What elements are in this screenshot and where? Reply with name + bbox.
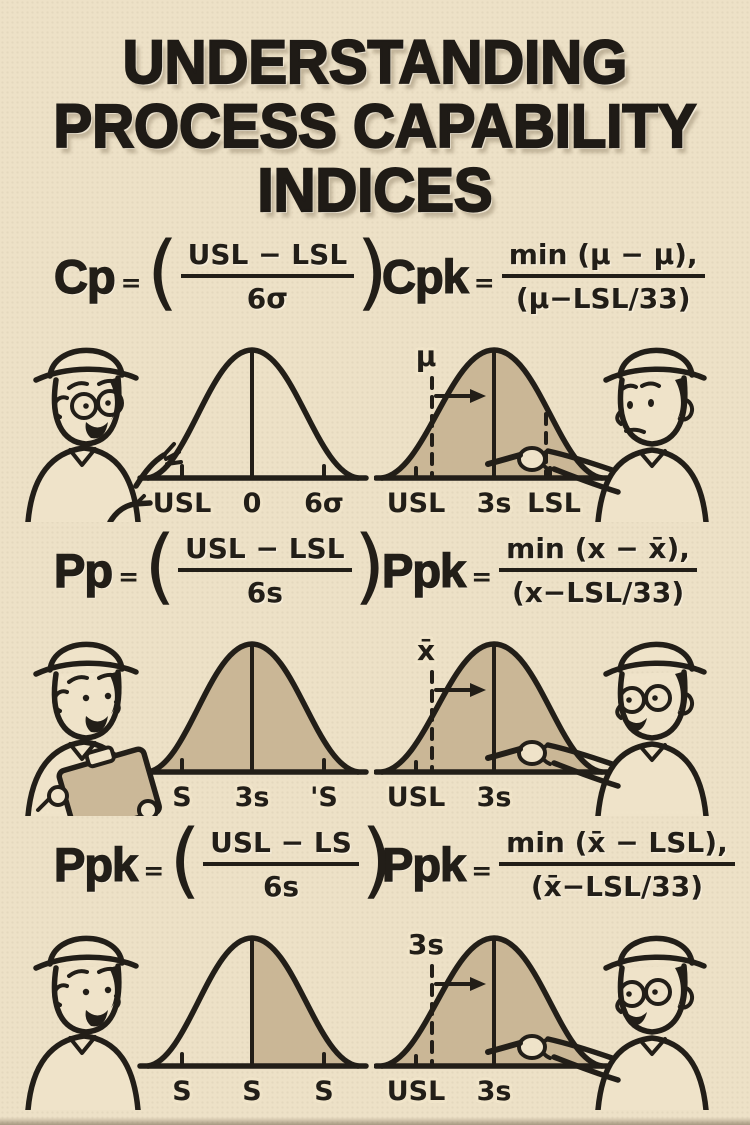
panels-grid: Cp = ( USL − LSL 6σ ) USL 0 6σ — [0, 222, 750, 1112]
equals-sign: = — [471, 561, 493, 591]
panel-ppk-right: Ppk = min (x̄ − LSL), (x̄−LSL/33) — [374, 818, 738, 1112]
axis-label-center: 3s — [477, 782, 512, 813]
bell-curve-filled — [137, 641, 369, 775]
fraction: USL − LSL 6s — [178, 532, 352, 609]
mean-marker-label: μ — [416, 340, 437, 373]
equals-sign: = — [143, 855, 165, 885]
equals-sign: = — [120, 267, 142, 297]
axis-label-right: 'S — [310, 782, 338, 813]
fraction-denominator: (x̄−LSL/33) — [530, 869, 704, 903]
fraction-numerator: min (x − x̄), — [499, 532, 697, 572]
ppk-top-formula: Ppk = min (x − x̄), (x−LSL/33) — [374, 524, 738, 616]
fraction-denominator: (x−LSL/33) — [511, 575, 685, 609]
fraction-denominator: (μ−LSL/33) — [515, 281, 691, 315]
formula-lhs: Ppk — [381, 837, 467, 891]
engineer-glasses-pointing-icon — [485, 935, 709, 1111]
close-paren: ) — [356, 225, 389, 321]
cpk-illustration: μ USL 3s LSL — [374, 337, 709, 523]
title-line-2: PROCESS CAPABILITY — [53, 92, 698, 161]
axis-label-center: 3s — [235, 782, 270, 813]
engineer-explaining-icon — [25, 347, 183, 523]
bell-curve-filled — [374, 935, 617, 1069]
engineer-concerned-pointing-icon — [485, 347, 709, 523]
fraction-denominator: 6s — [246, 575, 283, 609]
ppk-left-formula: Ppk = ( USL − LS 6s ) — [12, 813, 393, 910]
axis-label-center: 3s — [477, 488, 512, 519]
pp-illustration: S 3s 'S — [25, 641, 369, 817]
axis-label-center: 3s — [477, 1076, 512, 1107]
mean-arrow — [434, 683, 486, 698]
cp-formula: Cp = ( USL − LSL 6σ ) — [12, 225, 388, 322]
formula-lhs: Ppk — [53, 837, 139, 891]
axis-label-left: S — [172, 1076, 191, 1107]
close-paren: ) — [360, 813, 393, 909]
fraction-denominator: 6σ — [246, 281, 289, 315]
formula-lhs: Ppk — [381, 543, 467, 597]
panel-ppk-left: Ppk = ( USL − LS 6s ) S S S — [12, 813, 393, 1112]
panel-cp: Cp = ( USL − LSL 6σ ) USL 0 6σ — [12, 225, 388, 524]
mean-marker-label: 3s — [408, 928, 444, 961]
open-paren: ( — [144, 519, 177, 615]
formula-lhs: Pp — [53, 543, 113, 597]
cpk-formula: Cpk = min (μ − μ), (μ−LSL/33) — [374, 230, 738, 322]
fraction: USL − LSL 6σ — [180, 238, 355, 315]
axis-label-left: USL — [387, 1076, 446, 1107]
ppk-left-illustration: S S S — [25, 935, 369, 1111]
panel-ppk-top: Ppk = min (x − x̄), (x−LSL/33) — [374, 524, 738, 818]
bell-curve-unfilled — [137, 347, 369, 481]
bell-curve-filled — [374, 347, 617, 481]
bell-curve-half-filled — [137, 935, 369, 1069]
axis-label-right: LSL — [527, 488, 581, 519]
ppk-right-formula: Ppk = min (x̄ − LSL), (x̄−LSL/33) — [374, 818, 738, 910]
equals-sign: = — [118, 561, 140, 591]
axis-label-left: S — [172, 782, 191, 813]
mean-arrow — [434, 389, 486, 404]
cp-illustration: USL 0 6σ — [25, 347, 369, 523]
mean-arrow — [434, 977, 486, 992]
fraction-numerator: USL − LSL — [178, 532, 352, 572]
axis-label-left: USL — [387, 488, 446, 519]
ppk-right-illustration: 3s USL 3s — [374, 925, 709, 1111]
fraction-numerator: min (x̄ − LSL), — [499, 826, 735, 866]
fraction: min (x̄ − LSL), (x̄−LSL/33) — [499, 826, 735, 903]
pp-formula: Pp = ( USL − LSL 6s ) — [12, 519, 385, 616]
fraction-denominator: 6s — [262, 869, 300, 903]
ppk-top-illustration: x̄ USL 3s — [374, 631, 709, 817]
title-line-3: INDICES — [256, 156, 493, 225]
clipboard — [56, 745, 162, 817]
equals-sign: = — [471, 855, 493, 885]
axis-label-left: USL — [387, 782, 446, 813]
panel-pp: Pp = ( USL − LSL 6s ) S 3s — [12, 519, 386, 818]
axis-label-center: S — [242, 1076, 261, 1107]
axis-label-left: USL — [153, 488, 212, 519]
close-paren: ) — [353, 519, 386, 615]
poster-title: UNDERSTANDING PROCESS CAPABILITY INDICES — [0, 0, 750, 225]
formula-lhs: Cpk — [381, 249, 469, 303]
open-paren: ( — [146, 225, 179, 321]
fraction: min (x − x̄), (x−LSL/33) — [499, 532, 697, 609]
open-paren: ( — [169, 813, 202, 909]
equals-sign: = — [473, 267, 495, 297]
axis-label-center: 0 — [243, 488, 262, 519]
panel-cpk: Cpk = min (μ − μ), (μ−LSL/33) — [374, 230, 738, 524]
engineer-clipboard-icon — [25, 641, 162, 817]
mean-marker-label: x̄ — [417, 634, 435, 667]
fraction: min (μ − μ), (μ−LSL/33) — [501, 238, 705, 315]
axis-label-right: S — [314, 1076, 333, 1107]
title-line-1: UNDERSTANDING — [122, 28, 628, 96]
fraction: USL − LS 6s — [203, 826, 359, 903]
formula-lhs: Cp — [53, 249, 116, 303]
fraction-numerator: USL − LS — [203, 826, 359, 866]
engineer-glasses-pointing-icon — [485, 641, 709, 817]
fraction-numerator: min (μ − μ), — [501, 238, 705, 278]
fraction-numerator: USL − LSL — [180, 238, 355, 278]
engineer-smiling-icon — [25, 935, 141, 1111]
axis-label-right: 6σ — [304, 488, 344, 519]
